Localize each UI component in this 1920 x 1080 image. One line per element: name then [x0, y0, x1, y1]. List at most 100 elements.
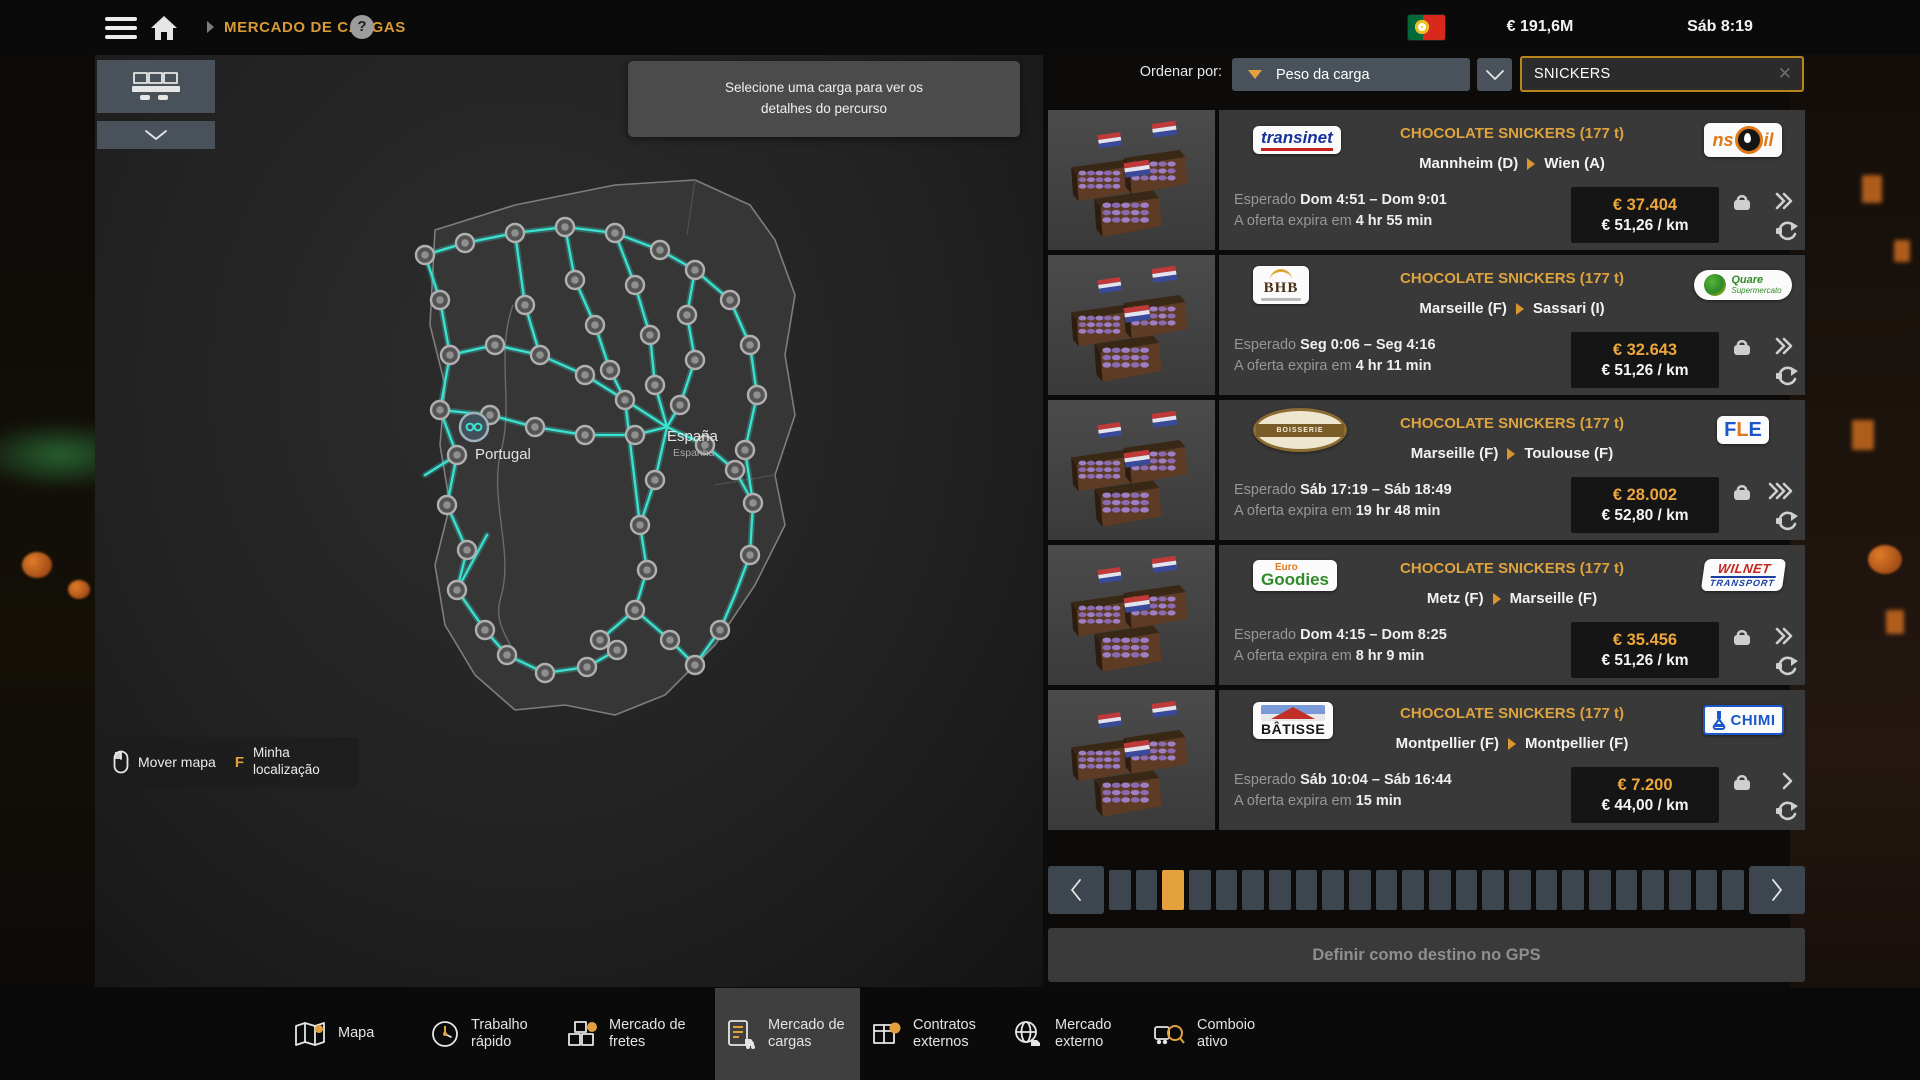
cargo-image-cell[interactable]: [1048, 545, 1215, 685]
cargo-offer-row[interactable]: BÂTISSE CHOCOLATE SNICKERS (177 t) CHIMI…: [1048, 690, 1805, 830]
chevron-down-icon: [1485, 69, 1504, 80]
cargo-info-cell[interactable]: Euro Goodies CHOCOLATE SNICKERS (177 t) W…: [1219, 545, 1805, 685]
cargo-attribute-icons: [1731, 480, 1801, 536]
collapse-map-options-button[interactable]: [97, 121, 215, 149]
cargo-image-cell[interactable]: [1048, 255, 1215, 395]
clear-search-icon[interactable]: ✕: [1777, 64, 1792, 83]
destination-logo-quare: Quare Supermercato: [1694, 270, 1792, 300]
destination-logo-chimi: CHIMI: [1702, 705, 1784, 735]
page-square-active[interactable]: [1162, 870, 1185, 910]
next-page-button[interactable]: [1749, 866, 1805, 914]
nav-item-external[interactable]: Mercado externo: [1002, 988, 1142, 1080]
sort-expand-button[interactable]: [1477, 58, 1512, 91]
city-node-center: [541, 669, 549, 677]
cargo-route: Metz (F) Marseille (F): [1219, 590, 1805, 607]
iberia-map[interactable]: Portugal España Espanha: [95, 55, 1043, 987]
cargo-offer-row[interactable]: transinet CHOCOLATE SNICKERS (177 t) ns i…: [1048, 110, 1805, 250]
city-node-center: [463, 546, 471, 554]
city-nodes[interactable]: [414, 216, 768, 684]
page-square[interactable]: [1402, 870, 1425, 910]
cargo-weight-icon: [1734, 484, 1750, 500]
cargo-info-cell[interactable]: BÂTISSE CHOCOLATE SNICKERS (177 t) CHIMI…: [1219, 690, 1805, 830]
page-square[interactable]: [1109, 870, 1131, 910]
city-node-center: [651, 381, 659, 389]
cargo-offer-row[interactable]: BHB CHOCOLATE SNICKERS (177 t) Quare Supe…: [1048, 255, 1805, 395]
cargo-view-button[interactable]: [97, 60, 215, 113]
cargo-weight-icon: [1734, 194, 1750, 210]
page-square[interactable]: [1562, 870, 1585, 910]
cargo-image-cell[interactable]: [1048, 690, 1215, 830]
page-strip: [1109, 870, 1745, 910]
nav-item-clock[interactable]: Trabalho rápido: [420, 988, 546, 1080]
page-square[interactable]: [1269, 870, 1291, 910]
page-square[interactable]: [1535, 870, 1558, 910]
search-input[interactable]: [1522, 66, 1768, 82]
page-square[interactable]: [1242, 870, 1265, 910]
price-block: € 37.404 € 51,26 / km: [1571, 187, 1719, 243]
prev-page-button[interactable]: [1048, 866, 1104, 914]
help-button[interactable]: ?: [350, 15, 374, 39]
set-gps-destination-button[interactable]: Definir como destino no GPS: [1048, 928, 1805, 982]
chevron-down-icon: [145, 130, 167, 140]
page-square[interactable]: [1189, 870, 1211, 910]
select-cargo-tooltip: Selecione uma carga para ver os detalhes…: [628, 61, 1020, 137]
city-node-center: [631, 281, 639, 289]
cargo-image-cell[interactable]: [1048, 400, 1215, 540]
page-square[interactable]: [1375, 870, 1398, 910]
city-node-center: [531, 423, 539, 431]
page-square[interactable]: [1615, 870, 1638, 910]
city-node-center: [536, 351, 544, 359]
nav-item-freight[interactable]: Mercado de fretes: [556, 988, 702, 1080]
page-square[interactable]: [1322, 870, 1345, 910]
cargo-image-cell[interactable]: [1048, 110, 1215, 250]
route-arrow-icon: [1507, 447, 1516, 460]
cargo-weight-icon: [1734, 339, 1750, 355]
cargo-urgency-chevrons-icon: [1768, 482, 1793, 500]
cargo-route: Marseille (F) Toulouse (F): [1219, 445, 1805, 462]
city-node-center: [571, 276, 579, 284]
city-node-center: [443, 501, 451, 509]
my-location-label: Minha localização: [252, 745, 320, 777]
offer-price: € 32.643: [1612, 340, 1678, 359]
offer-expiry: 19 hr 48 min: [1355, 503, 1441, 520]
page-square[interactable]: [1669, 870, 1691, 910]
page-square[interactable]: [1509, 870, 1531, 910]
page-square[interactable]: [1722, 870, 1745, 910]
page-square[interactable]: [1455, 870, 1478, 910]
city-node-center: [726, 296, 734, 304]
page-square[interactable]: [1135, 870, 1158, 910]
cargo-title: CHOCOLATE SNICKERS (177 t): [1400, 415, 1624, 432]
nav-item-cargo[interactable]: Mercado de cargas: [715, 988, 860, 1080]
nav-item-contracts[interactable]: Contratos externos: [860, 988, 1008, 1080]
page-square[interactable]: [1589, 870, 1611, 910]
cargo-attribute-icons: [1731, 190, 1801, 246]
city-node-center: [511, 229, 519, 237]
page-square[interactable]: [1349, 870, 1371, 910]
page-square[interactable]: [1642, 870, 1665, 910]
cargo-offer-row[interactable]: Euro Goodies CHOCOLATE SNICKERS (177 t) W…: [1048, 545, 1805, 685]
nav-item-map[interactable]: Mapa: [283, 988, 395, 1080]
city-node-center: [421, 251, 429, 259]
sort-dropdown[interactable]: Peso da carga: [1232, 58, 1470, 91]
city-node-center: [651, 476, 659, 484]
city-node-center: [731, 466, 739, 474]
cargo-route: Mannheim (D) Wien (A): [1219, 155, 1805, 172]
nav-item-convoy[interactable]: Comboio ativo: [1142, 988, 1287, 1080]
page-square[interactable]: [1429, 870, 1451, 910]
menu-icon[interactable]: [105, 17, 137, 39]
home-icon[interactable]: [148, 13, 180, 43]
price-block: € 7.200 € 44,00 / km: [1571, 767, 1719, 823]
city-node-center: [631, 431, 639, 439]
city-node-center: [591, 321, 599, 329]
cargo-attribute-icons: [1731, 770, 1801, 826]
map-panel[interactable]: Portugal España Espanha Selecione uma ca…: [95, 55, 1043, 987]
page-square[interactable]: [1695, 870, 1718, 910]
page-square[interactable]: [1215, 870, 1238, 910]
page-square[interactable]: [1295, 870, 1318, 910]
delivery-window: Sáb 10:04 – Sáb 16:44: [1300, 772, 1452, 788]
page-square[interactable]: [1482, 870, 1505, 910]
cargo-info-cell[interactable]: BHB CHOCOLATE SNICKERS (177 t) Quare Supe…: [1219, 255, 1805, 395]
cargo-info-cell[interactable]: transinet CHOCOLATE SNICKERS (177 t) ns i…: [1219, 110, 1805, 250]
